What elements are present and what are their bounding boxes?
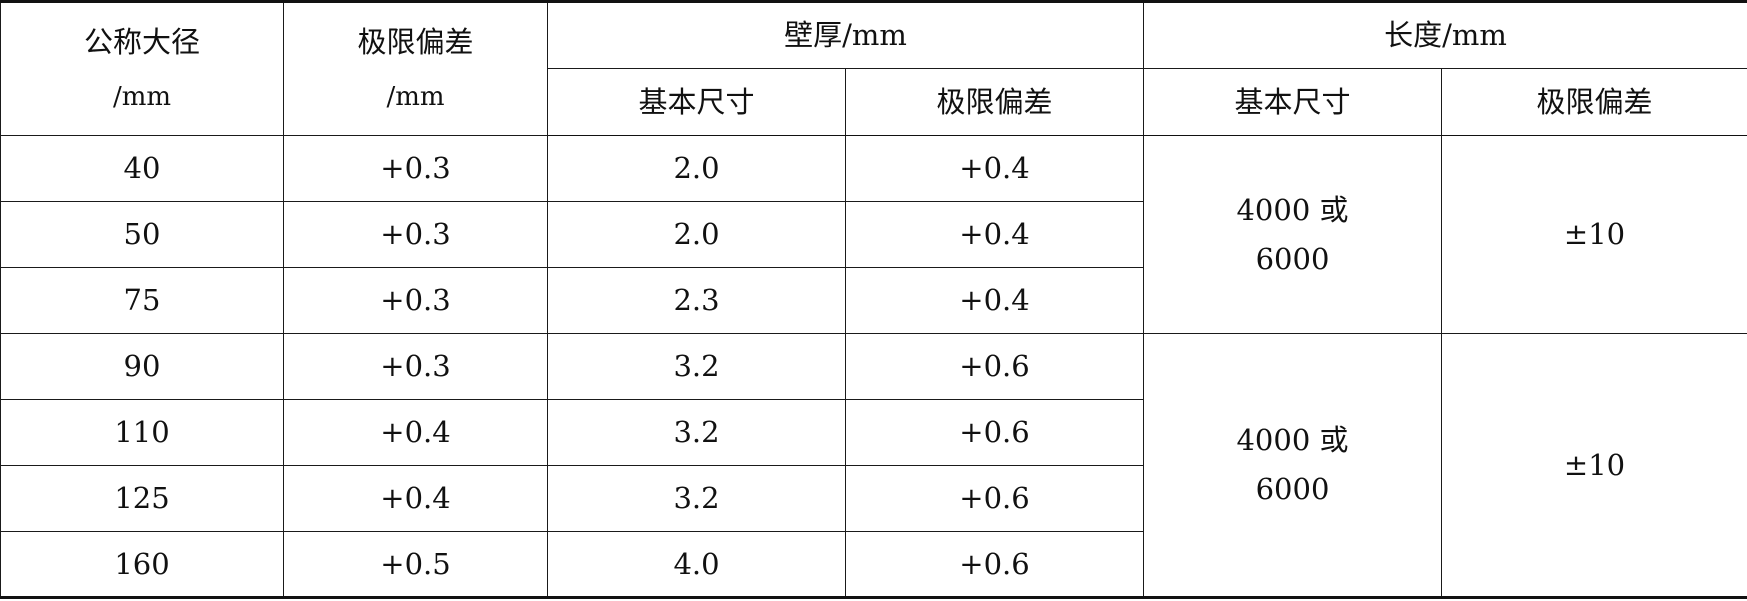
header-length-basic: 基本尺寸	[1143, 68, 1442, 136]
cell-wall: 3.2	[547, 333, 846, 400]
cell-diameter: 40	[0, 135, 284, 202]
cell-wall: 2.3	[547, 267, 846, 334]
header-length: 长度/mm	[1143, 0, 1747, 69]
cell-wall-tolerance: +0.4	[845, 267, 1144, 334]
cell-wall: 2.0	[547, 135, 846, 202]
table-row: 110 +0.4 3.2 +0.6	[0, 399, 1747, 466]
cell-diameter: 90	[0, 333, 284, 400]
table-row: 75 +0.3 2.3 +0.4	[0, 267, 1747, 334]
cell-length-group-1: 4000 或 6000	[1143, 135, 1442, 334]
table-row: 40 +0.3 2.0 +0.4 4000 或 6000 ±10	[0, 135, 1747, 334]
cell-wall: 4.0	[547, 531, 846, 599]
cell-tolerance: +0.3	[283, 333, 548, 400]
cell-tolerance: +0.4	[283, 465, 548, 532]
cell-tolerance: +0.3	[283, 135, 548, 202]
table-row: 160 +0.5 4.0 +0.6	[0, 531, 1747, 599]
cell-wall-tolerance: +0.6	[845, 465, 1144, 532]
cell-diameter: 125	[0, 465, 284, 532]
cell-diameter: 110	[0, 399, 284, 466]
cell-wall-tolerance: +0.6	[845, 333, 1144, 400]
cell-wall: 2.0	[547, 201, 846, 268]
cell-tolerance: +0.3	[283, 267, 548, 334]
header-row-1: 公称大径 /mm 极限偏差 /mm 壁厚/mm 长度/mm	[0, 0, 1747, 136]
header-nominal-diameter: 公称大径 /mm	[0, 0, 284, 136]
cell-length-group-2: 4000 或 6000	[1143, 333, 1442, 599]
cell-diameter: 160	[0, 531, 284, 599]
cell-diameter: 75	[0, 267, 284, 334]
cell-diameter: 50	[0, 201, 284, 268]
cell-length-tolerance-group-1: ±10	[1441, 135, 1747, 334]
cell-wall: 3.2	[547, 465, 846, 532]
table-row: 125 +0.4 3.2 +0.6	[0, 465, 1747, 532]
header-tolerance: 极限偏差 /mm	[283, 0, 548, 136]
cell-length-tolerance-group-2: ±10	[1441, 333, 1747, 599]
cell-wall-tolerance: +0.4	[845, 135, 1144, 202]
cell-tolerance: +0.4	[283, 399, 548, 466]
header-wall-basic: 基本尺寸	[547, 68, 846, 136]
cell-tolerance: +0.3	[283, 201, 548, 268]
table-row: 90 +0.3 3.2 +0.6 4000 或 6000 ±10	[0, 333, 1747, 599]
cell-wall: 3.2	[547, 399, 846, 466]
cell-wall-tolerance: +0.6	[845, 399, 1144, 466]
cell-wall-tolerance: +0.4	[845, 201, 1144, 268]
cell-wall-tolerance: +0.6	[845, 531, 1144, 599]
header-length-tolerance: 极限偏差	[1441, 68, 1747, 136]
header-wall-thickness: 壁厚/mm	[547, 0, 1144, 69]
cell-tolerance: +0.5	[283, 531, 548, 599]
header-wall-tolerance: 极限偏差	[845, 68, 1144, 136]
